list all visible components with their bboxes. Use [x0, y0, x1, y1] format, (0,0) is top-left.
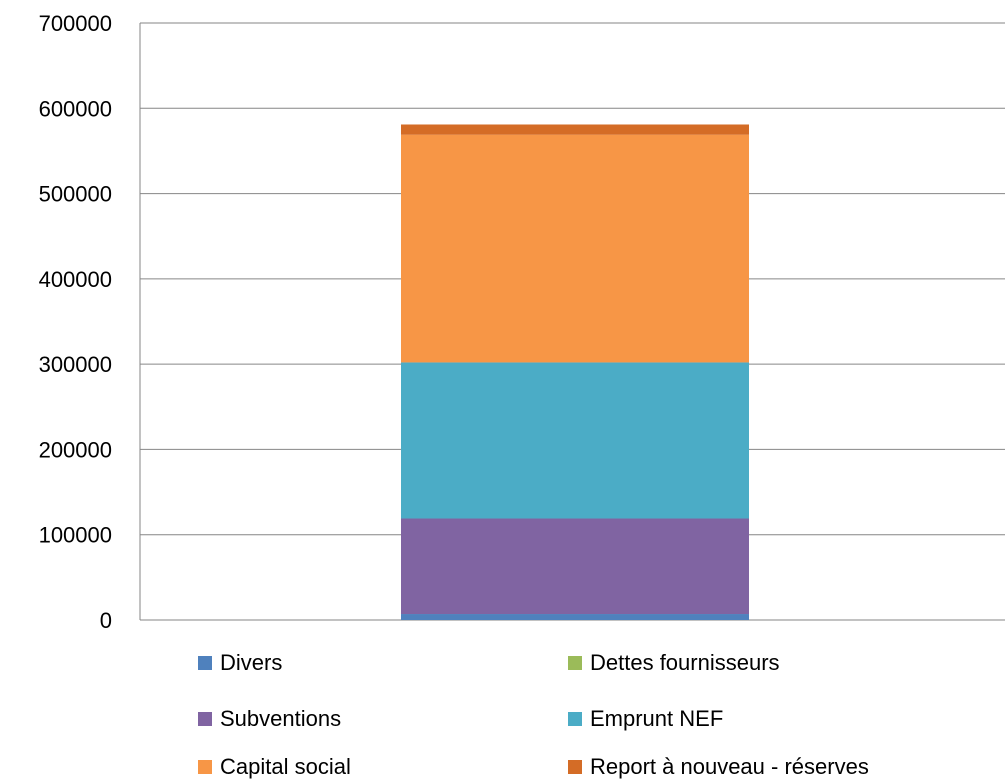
legend-item-report-reserves: Report à nouveau - réserves [568, 752, 869, 782]
y-tick-label-600000: 600000 [39, 96, 112, 121]
bar-segment-divers [401, 614, 749, 620]
legend-item-divers: Divers [198, 648, 282, 678]
legend-item-subventions: Subventions [198, 704, 341, 734]
legend-swatch-capital-social [198, 760, 212, 774]
legend-swatch-report-reserves [568, 760, 582, 774]
legend-label-divers: Divers [220, 650, 283, 675]
y-tick-label-0: 0 [100, 608, 112, 633]
legend-label-report-reserves: Report à nouveau - réserves [590, 754, 869, 779]
legend-swatch-dettes-fournisseurs [568, 656, 582, 670]
legend-swatch-emprunt-nef [568, 712, 582, 726]
legend-label-subventions: Subventions [220, 706, 342, 731]
y-tick-label-400000: 400000 [39, 267, 112, 292]
legend-label-emprunt-nef: Emprunt NEF [590, 706, 724, 731]
legend-swatch-subventions [198, 712, 212, 726]
y-tick-label-700000: 700000 [39, 11, 112, 36]
legend-item-dettes-fournisseurs: Dettes fournisseurs [568, 648, 780, 678]
bar-segment-capital-social [401, 134, 749, 363]
y-tick-label-500000: 500000 [39, 182, 112, 207]
y-tick-label-100000: 100000 [39, 523, 112, 548]
bar-segment-report-a-nouveau-reserves [401, 124, 749, 135]
legend-label-dettes-fournisseurs: Dettes fournisseurs [590, 650, 780, 675]
bar-segment-emprunt-nef [401, 362, 749, 519]
legend-item-capital-social: Capital social [198, 752, 351, 782]
bar-segment-subventions [401, 518, 749, 615]
plot-area: 0 100000 200000 300000 400000 500000 600000 700… [39, 11, 1005, 633]
legend-item-emprunt-nef: Emprunt NEF [568, 704, 723, 734]
legend-label-capital-social: Capital social [220, 754, 351, 779]
y-tick-label-300000: 300000 [39, 352, 112, 377]
legend-swatch-divers [198, 656, 212, 670]
y-tick-label-200000: 200000 [39, 437, 112, 462]
